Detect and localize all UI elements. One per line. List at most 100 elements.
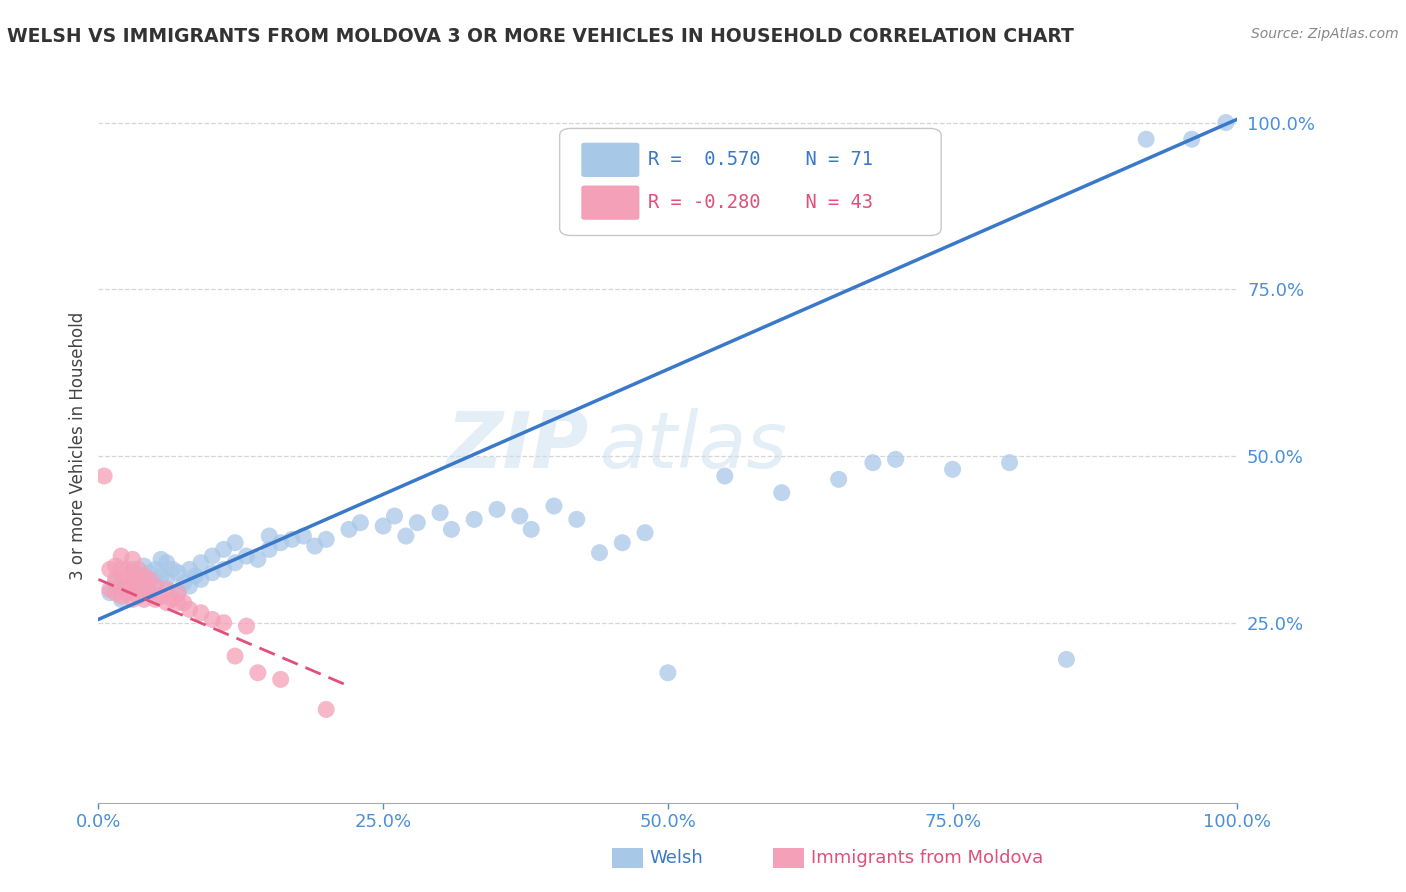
Point (127, 562, 149, 576)
Point (132, 569, 155, 583)
Point (212, 542, 235, 557)
Point (714, 469, 737, 483)
Point (1215, 115, 1237, 129)
Point (145, 579, 167, 593)
Point (132, 579, 155, 593)
Point (259, 542, 281, 557)
Point (138, 585, 160, 599)
Point (270, 535, 292, 549)
Point (224, 649, 246, 664)
Point (657, 665, 679, 680)
Point (150, 569, 173, 583)
Point (486, 502, 509, 516)
Point (121, 592, 143, 607)
Point (132, 592, 155, 607)
Point (156, 573, 179, 587)
Point (612, 535, 634, 549)
Point (121, 552, 143, 566)
Point (167, 585, 190, 599)
Point (93, 469, 115, 483)
Point (395, 529, 418, 543)
Point (828, 472, 851, 486)
Point (371, 519, 394, 533)
Point (543, 499, 565, 513)
Text: atlas: atlas (599, 408, 787, 484)
Point (156, 582, 179, 597)
Point (384, 509, 406, 524)
Text: R =  0.570    N = 71: R = 0.570 N = 71 (648, 151, 873, 169)
Point (315, 702, 337, 716)
Text: ZIP: ZIP (446, 408, 588, 484)
Point (115, 585, 138, 599)
Point (110, 579, 132, 593)
Point (179, 602, 201, 616)
Point (463, 512, 485, 526)
Point (167, 596, 190, 610)
Point (132, 573, 155, 587)
Point (98, 582, 121, 597)
Point (98, 585, 121, 599)
Point (184, 569, 207, 583)
Point (304, 539, 326, 553)
Point (509, 509, 531, 524)
Point (173, 575, 195, 590)
Point (162, 562, 184, 576)
Point (110, 562, 132, 576)
Point (201, 549, 224, 563)
Point (145, 592, 167, 607)
Point (349, 516, 371, 530)
Point (1181, 132, 1204, 146)
Point (235, 619, 257, 633)
Point (156, 596, 179, 610)
Point (520, 522, 543, 536)
Point (104, 573, 127, 587)
Point (1135, 132, 1157, 146)
Point (224, 556, 246, 570)
Point (224, 535, 246, 549)
Point (173, 596, 195, 610)
Point (121, 562, 143, 576)
Point (315, 533, 337, 547)
Point (201, 612, 224, 626)
Point (115, 585, 138, 599)
Point (110, 589, 132, 603)
Point (110, 592, 132, 607)
Point (292, 529, 315, 543)
Point (132, 559, 155, 574)
Point (190, 573, 212, 587)
Point (115, 562, 138, 576)
Y-axis label: 3 or more Vehicles in Household: 3 or more Vehicles in Household (69, 312, 87, 580)
Point (104, 575, 127, 590)
Point (270, 673, 292, 687)
Point (246, 665, 269, 680)
Point (190, 606, 212, 620)
Point (150, 589, 173, 603)
Point (104, 585, 127, 599)
Point (281, 533, 304, 547)
Point (429, 506, 451, 520)
FancyBboxPatch shape (581, 143, 640, 177)
Point (1054, 652, 1078, 666)
Point (167, 585, 190, 599)
FancyBboxPatch shape (581, 186, 640, 219)
Point (115, 573, 138, 587)
Point (138, 566, 160, 580)
Point (121, 575, 143, 590)
Point (179, 579, 201, 593)
Text: WELSH VS IMMIGRANTS FROM MOLDOVA 3 OR MORE VEHICLES IN HOUSEHOLD CORRELATION CHA: WELSH VS IMMIGRANTS FROM MOLDOVA 3 OR MO… (7, 27, 1074, 45)
Point (942, 462, 965, 476)
Point (179, 562, 201, 576)
Point (884, 452, 907, 467)
Text: Source: ZipAtlas.com: Source: ZipAtlas.com (1251, 27, 1399, 41)
Point (212, 615, 235, 630)
Point (150, 552, 173, 566)
Text: Immigrants from Moldova: Immigrants from Moldova (811, 849, 1043, 867)
Point (998, 456, 1021, 470)
Point (337, 522, 360, 536)
Point (127, 582, 149, 597)
Point (235, 549, 257, 563)
Point (259, 529, 281, 543)
Point (201, 566, 224, 580)
Point (588, 546, 610, 560)
Point (156, 556, 179, 570)
